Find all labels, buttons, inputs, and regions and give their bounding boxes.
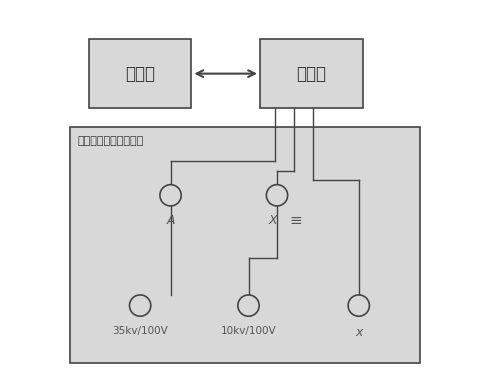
Circle shape: [348, 295, 369, 316]
Text: 控制板: 控制板: [296, 65, 326, 83]
Text: ≡: ≡: [290, 213, 302, 228]
Text: x: x: [355, 326, 362, 339]
Bar: [70, 127, 419, 363]
Circle shape: [238, 295, 259, 316]
Text: A: A: [166, 214, 175, 228]
Circle shape: [266, 185, 288, 206]
Circle shape: [160, 185, 181, 206]
Bar: [260, 39, 363, 108]
Text: 35kv/100V: 35kv/100V: [112, 326, 168, 336]
Text: X: X: [269, 214, 277, 228]
Bar: [89, 39, 191, 108]
Circle shape: [130, 295, 151, 316]
Text: 标准电压互感器模拟器: 标准电压互感器模拟器: [78, 136, 144, 146]
Text: 10kv/100V: 10kv/100V: [221, 326, 276, 336]
Text: 计算机: 计算机: [125, 65, 155, 83]
